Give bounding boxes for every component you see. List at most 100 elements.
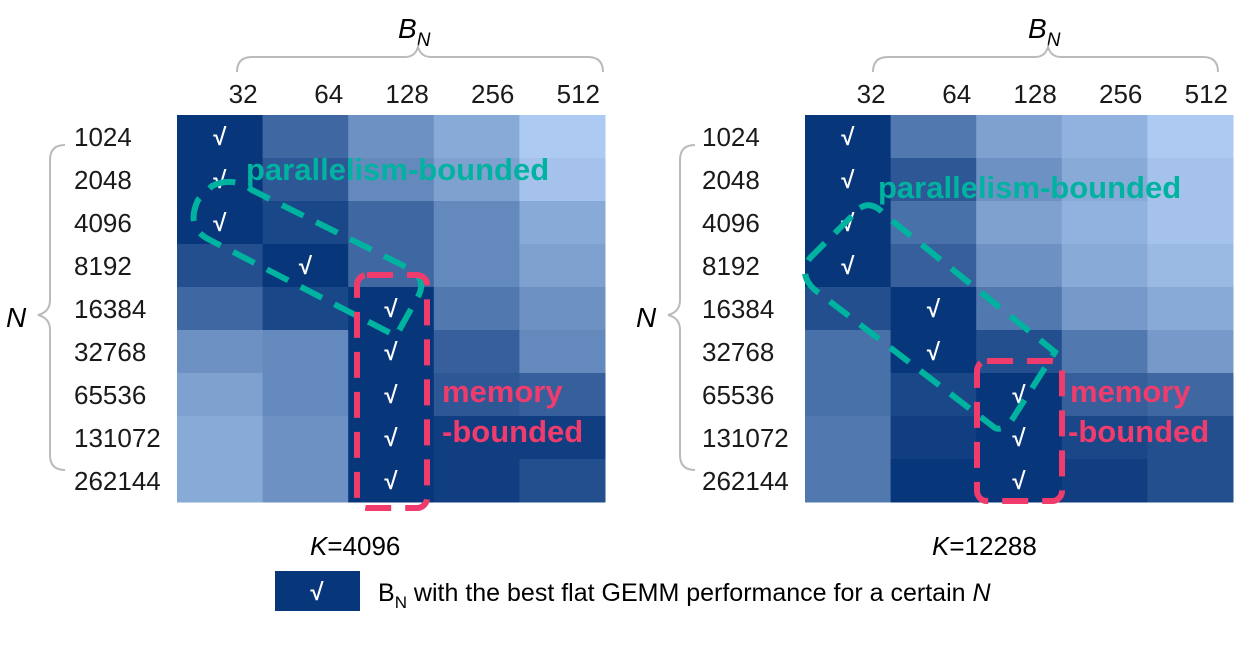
parallelism-bounded-region xyxy=(190,178,425,341)
heatmap-cell xyxy=(433,244,520,288)
best-check-icon: √ xyxy=(841,253,855,280)
heatmap-cell xyxy=(890,330,977,374)
y-tick-label: 32768 xyxy=(702,337,774,367)
best-check-icon: √ xyxy=(384,425,398,452)
y-tick-label: 8192 xyxy=(74,251,132,281)
heatmap-cell xyxy=(433,373,520,417)
best-check-icon: √ xyxy=(841,167,855,194)
y-axis-title: N xyxy=(636,302,657,333)
heatmap-cell xyxy=(805,373,892,417)
y-axis-brace xyxy=(667,144,696,471)
heatmap-cell xyxy=(1061,416,1148,460)
y-tick-label: 16384 xyxy=(702,294,774,324)
x-axis-brace xyxy=(236,43,604,73)
heatmap-cell xyxy=(433,287,520,331)
heatmap-cell xyxy=(433,416,520,460)
best-check-icon: √ xyxy=(213,210,227,237)
heatmap-cell xyxy=(890,115,977,159)
x-tick-label: 128 xyxy=(1013,79,1056,109)
heatmap-cell xyxy=(262,330,349,374)
best-check-icon: √ xyxy=(1012,425,1026,452)
y-tick-label: 2048 xyxy=(74,165,132,195)
memory-bounded-label-line2: -bounded xyxy=(442,414,583,449)
best-check-icon: √ xyxy=(213,124,227,151)
heatmap-cell xyxy=(433,459,520,503)
heatmap-cell xyxy=(177,158,264,202)
memory-bounded-label-line1: memory xyxy=(1070,374,1191,409)
x-tick-label: 512 xyxy=(1185,79,1228,109)
heatmap-cell xyxy=(519,459,606,503)
heatmap-cell xyxy=(519,244,606,288)
y-tick-label: 1024 xyxy=(702,122,760,152)
heatmap-cell xyxy=(519,115,606,159)
heatmap-cell xyxy=(348,416,435,460)
legend-swatch xyxy=(275,571,360,611)
best-check-icon: √ xyxy=(384,339,398,366)
heatmap-cell xyxy=(805,459,892,503)
heatmap-cell xyxy=(177,416,264,460)
heatmap-cell xyxy=(1061,201,1148,245)
heatmap-cell xyxy=(1147,330,1234,374)
heatmap-cell xyxy=(262,115,349,159)
heatmap-cell xyxy=(1147,115,1234,159)
x-tick-label: 64 xyxy=(942,79,971,109)
heatmap-cell xyxy=(348,201,435,245)
y-tick-label: 8192 xyxy=(702,251,760,281)
heatmap-cell xyxy=(890,459,977,503)
heatmap-cell xyxy=(1061,330,1148,374)
heatmap-cell xyxy=(519,373,606,417)
heatmap-cell xyxy=(262,158,349,202)
heatmap-cell xyxy=(976,330,1063,374)
x-axis-title: BN xyxy=(398,13,431,51)
heatmap-cell xyxy=(890,158,977,202)
heatmap-cell xyxy=(1147,459,1234,503)
heatmap-cell xyxy=(177,201,264,245)
y-tick-label: 4096 xyxy=(74,208,132,238)
heatmap-cell xyxy=(805,158,892,202)
heatmap-cell xyxy=(805,416,892,460)
x-tick-label: 256 xyxy=(471,79,514,109)
heatmap-cell xyxy=(433,201,520,245)
memory-bounded-region xyxy=(974,358,1065,504)
x-axis-brace xyxy=(872,43,1219,73)
heatmap-cell xyxy=(519,416,606,460)
best-check-icon: √ xyxy=(384,468,398,495)
heatmap-cell xyxy=(1147,201,1234,245)
heatmap-cell xyxy=(348,373,435,417)
x-tick-labels: 32 64 128 256 512 xyxy=(857,79,1228,109)
x-tick-label: 64 xyxy=(314,79,343,109)
y-axis-title: N xyxy=(6,302,27,333)
heatmap-cell xyxy=(519,201,606,245)
x-tick-label: 32 xyxy=(229,79,258,109)
heatmap-cell xyxy=(433,115,520,159)
heatmap-cell xyxy=(177,244,264,288)
panel-caption: K=4096 xyxy=(310,531,400,561)
best-check-icon: √ xyxy=(299,253,313,280)
heatmap-cell xyxy=(519,287,606,331)
x-tick-labels: 32 64 128 256 512 xyxy=(229,79,600,109)
heatmap-cell xyxy=(1061,373,1148,417)
heatmap-cell xyxy=(976,115,1063,159)
memory-bounded-label-line2: -bounded xyxy=(1068,414,1209,449)
heatmap-cell xyxy=(1147,158,1234,202)
heatmap-cell xyxy=(805,287,892,331)
heatmap-cells: √√√√√√√√√ xyxy=(805,115,1234,503)
heatmap-cells: √√√√√√√√√ xyxy=(177,115,606,503)
heatmap-cell xyxy=(890,416,977,460)
legend-check-icon: √ xyxy=(310,579,324,606)
best-check-icon: √ xyxy=(841,124,855,151)
heatmap-cell xyxy=(348,115,435,159)
heatmap-cell xyxy=(348,158,435,202)
heatmap-cell xyxy=(1061,287,1148,331)
heatmap-cell xyxy=(1061,115,1148,159)
heatmap-cell xyxy=(1147,287,1234,331)
heatmap-cell xyxy=(177,330,264,374)
y-tick-label: 65536 xyxy=(702,380,774,410)
heatmap-cell xyxy=(976,244,1063,288)
heatmap-cell xyxy=(1061,158,1148,202)
memory-bounded-label-line1: memory xyxy=(442,374,563,409)
memory-bounded-region xyxy=(354,272,430,511)
heatmap-cell xyxy=(519,330,606,374)
parallelism-bounded-region xyxy=(802,202,1059,432)
heatmap-cell xyxy=(976,201,1063,245)
